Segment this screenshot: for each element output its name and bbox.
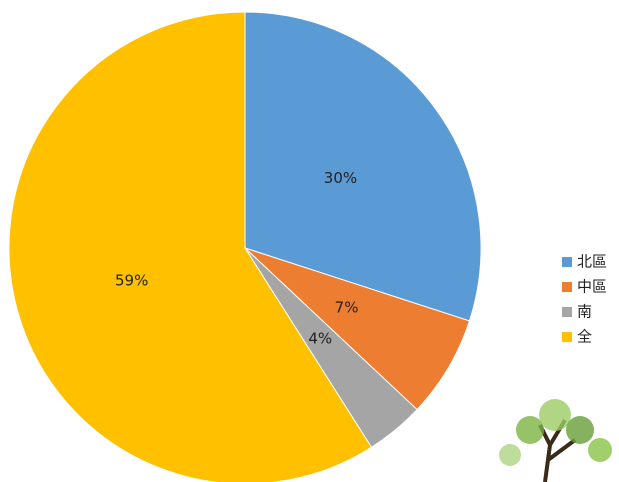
legend-label: 北區 xyxy=(577,253,607,271)
legend-swatch xyxy=(562,307,572,317)
legend-swatch xyxy=(562,257,572,267)
legend-label: 南 xyxy=(577,303,592,321)
legend-swatch xyxy=(562,282,572,292)
pie-slice xyxy=(244,11,482,322)
data-label: 30% xyxy=(324,169,357,187)
legend-label: 全 xyxy=(577,328,592,346)
tree-decoration xyxy=(499,399,612,482)
pie-slice xyxy=(244,247,471,411)
data-label: 59% xyxy=(115,271,148,289)
legend-label: 中區 xyxy=(577,278,607,296)
pie-slice xyxy=(8,11,373,482)
data-label: 4% xyxy=(308,329,332,347)
data-label: 7% xyxy=(335,299,359,317)
legend-swatch xyxy=(562,332,572,342)
